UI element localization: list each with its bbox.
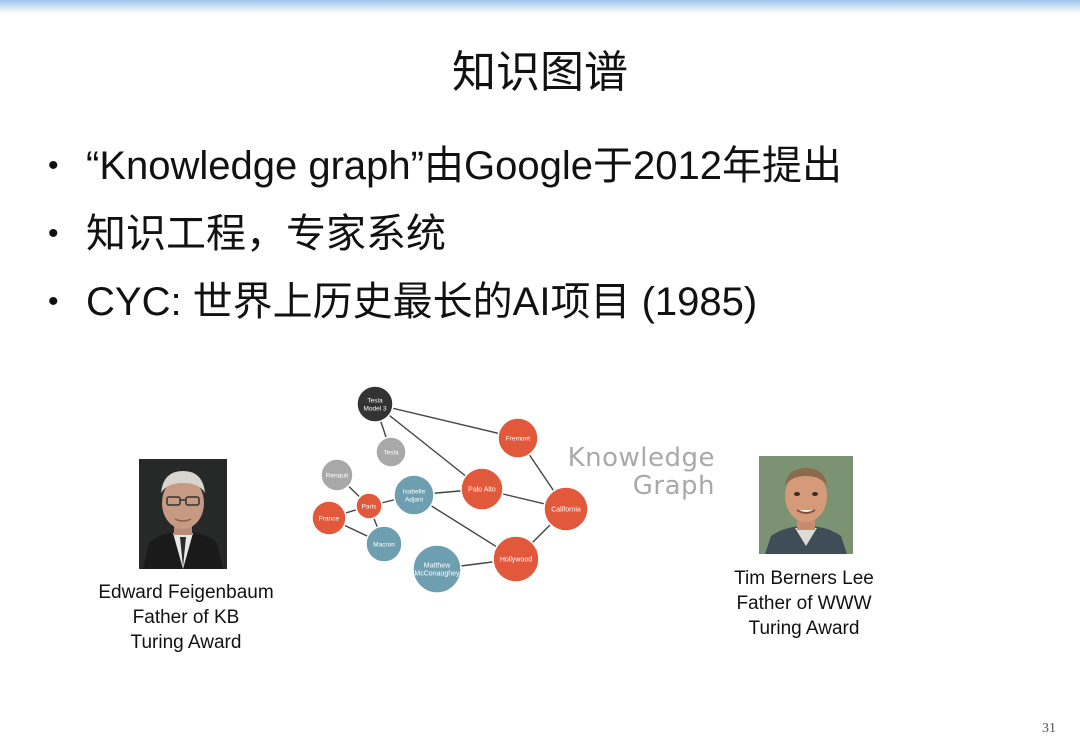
graph-node-renault: Renault [320,458,354,492]
node-circle [393,474,435,516]
node-label: Macron [373,542,395,549]
slide-number: 31 [1042,721,1056,736]
node-label: Tesla [367,398,383,405]
graph-node-palo-alto: Palo Alto [460,467,504,511]
caption-name: Edward Feigenbaum [98,582,274,603]
node-circle [375,436,407,468]
knowledge-graph-label: Knowledge Graph [560,444,715,500]
node-label: McConaughey [414,571,460,578]
node-label: Tesla [383,450,399,457]
graph-node-tesla: Tesla [375,436,407,468]
node-label: Matthew [424,563,451,570]
node-label: Isabelle [403,489,426,496]
caption-name: Tim Berners Lee [734,568,874,589]
node-label: Hollywood [500,557,532,564]
bullet-text: 知识工程，专家系统 [86,212,446,256]
node-label: France [319,516,340,523]
feigenbaum-caption: Edward Feigenbaum Father of KB Turing Aw… [76,580,296,655]
graph-edge [374,403,483,490]
node-circle [497,417,539,459]
graph-node-macron: Macron [365,525,403,563]
node-label: Renault [326,473,349,480]
bullet-dot: • [48,217,59,250]
graph-node-fremont: Fremont [497,417,539,459]
bullet-dot: • [48,285,59,318]
node-circle [543,486,589,532]
caption-role: Father of KB [132,607,240,628]
bullet-item: • “Knowledge graph”由Google于2012年提出 [48,138,842,206]
caption-award: Turing Award [748,618,860,639]
caption-role: Father of WWW [736,593,872,614]
feigenbaum-photo [139,459,227,569]
node-circle [311,500,347,536]
bullet-list: • “Knowledge graph”由Google于2012年提出 • 知识工程，… [48,138,842,342]
bullet-item: • CYC: 世界上历史最长的AI项目 (1985) [48,274,842,342]
caption-award: Turing Award [130,632,242,653]
slide-title: 知识图谱 [452,48,628,97]
berners-lee-caption: Tim Berners Lee Father of WWW Turing Awa… [694,566,914,641]
graph-node-france: France [311,500,347,536]
node-circle [356,385,394,423]
node-circle [492,535,540,583]
graph-edge [374,403,519,439]
bullet-item: • 知识工程，专家系统 [48,206,842,274]
node-label: Fremont [506,436,530,443]
bullet-text: “Knowledge graph”由Google于2012年提出 [86,144,842,188]
node-circle [320,458,354,492]
label-line-1: Knowledge [567,443,715,473]
node-label: Palo Alto [468,487,496,494]
node-label: Paris [362,504,378,511]
node-circle [412,544,462,594]
node-circle [460,467,504,511]
node-label: Model 3 [363,406,387,413]
label-line-2: Graph [632,471,715,501]
node-circle [355,492,383,520]
graph-node-california: California [543,486,589,532]
berners-lee-photo [759,456,853,554]
top-gradient-bar [0,0,1080,14]
node-label: Adjani [405,497,423,504]
bullet-dot: • [48,149,59,182]
bullet-text: CYC: 世界上历史最长的AI项目 (1985) [86,280,758,324]
graph-node-paris: Paris [355,492,383,520]
node-circle [365,525,403,563]
node-label: California [551,507,581,514]
graph-node-hollywood: Hollywood [492,535,540,583]
